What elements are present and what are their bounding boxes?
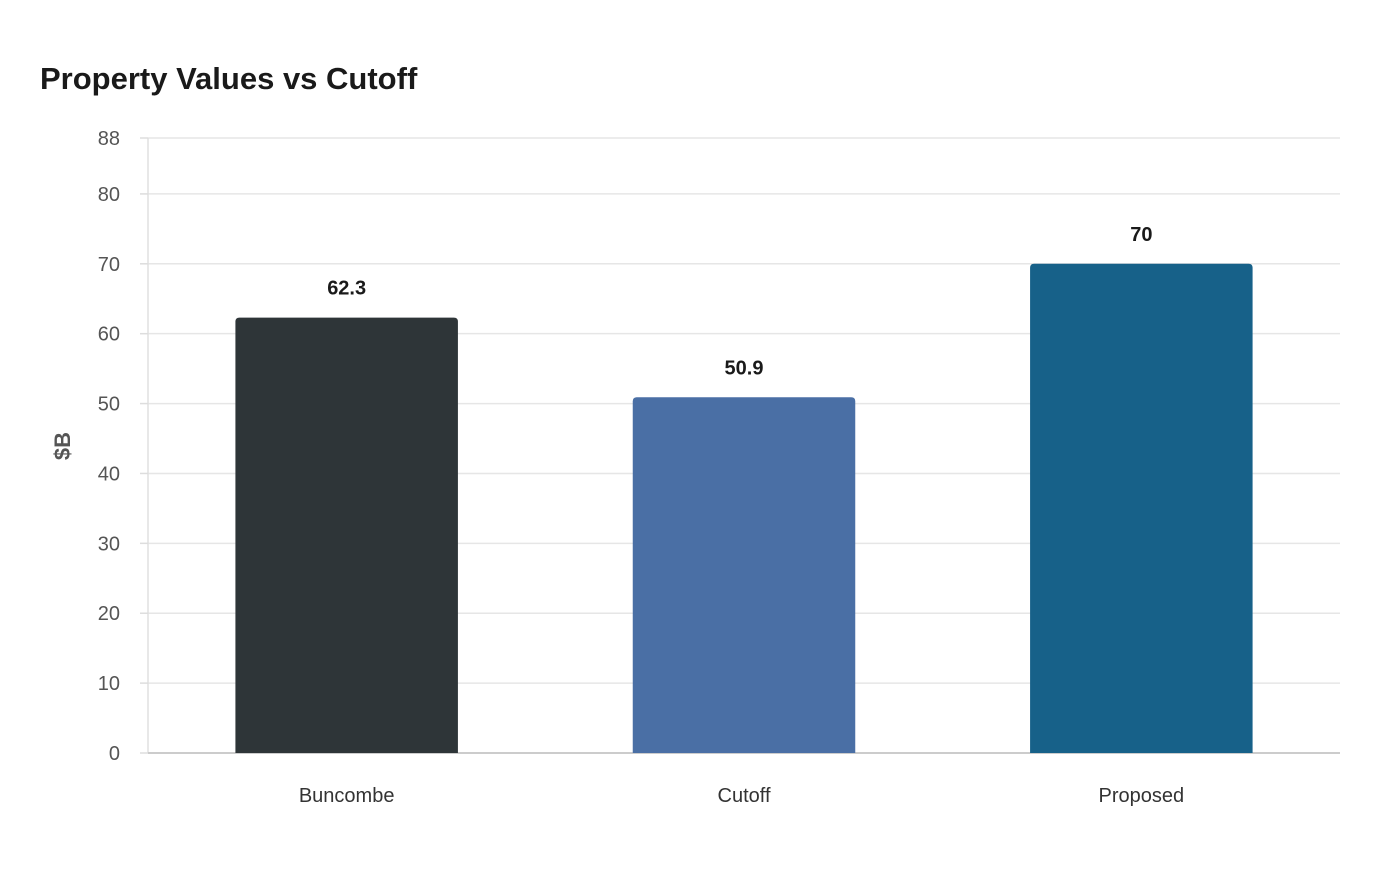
- data-labels: 62.3 50.9 70: [327, 224, 1152, 379]
- y-tick-label: 80: [98, 184, 120, 206]
- y-axis-title: $B: [50, 432, 75, 460]
- category-labels: Buncombe Cutoff Proposed: [299, 785, 1184, 807]
- bar-proposed: [1030, 263, 1253, 753]
- y-tick-label: 70: [98, 254, 120, 276]
- chart-title: Property Values vs Cutoff: [40, 61, 418, 96]
- y-tick-labels: 0 10 20 30 40 50 60 70 80 88: [98, 128, 148, 765]
- data-label-buncombe: 62.3: [327, 278, 366, 300]
- y-tick-label: 20: [98, 603, 120, 625]
- y-tick-label: 88: [98, 128, 120, 150]
- category-label-proposed: Proposed: [1099, 785, 1185, 807]
- data-label-proposed: 70: [1130, 224, 1152, 246]
- y-tick-label: 60: [98, 324, 120, 346]
- category-label-cutoff: Cutoff: [718, 785, 771, 807]
- y-tick-label: 40: [98, 463, 120, 485]
- bars: [235, 263, 1253, 753]
- y-tick-label: 0: [109, 743, 120, 765]
- y-tick-label: 10: [98, 673, 120, 695]
- y-tick-label: 50: [98, 394, 120, 416]
- data-label-cutoff: 50.9: [725, 357, 764, 379]
- y-tick-label: 30: [98, 533, 120, 555]
- bar-buncombe: [235, 317, 458, 753]
- bar-cutoff: [632, 397, 856, 753]
- category-label-buncombe: Buncombe: [299, 785, 395, 807]
